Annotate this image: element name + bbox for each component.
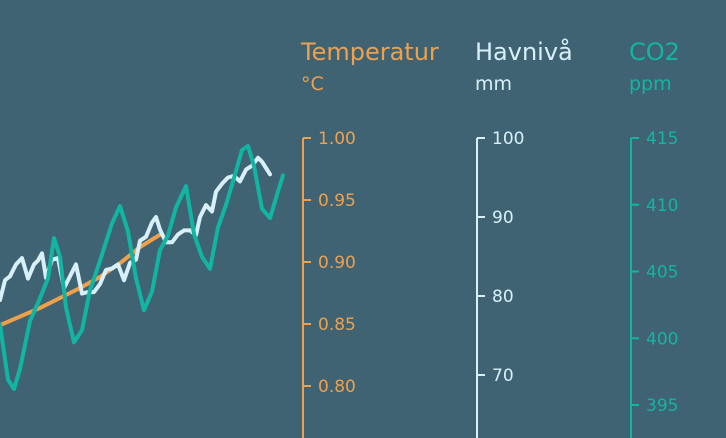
sea-axis: Havnivå mm 100 90 80 70 — [475, 37, 573, 438]
co2-series-line — [0, 144, 285, 391]
axes-group: Temperatur °C 1.00 0.95 0.90 0.85 0.80 Havnivå m… — [300, 37, 680, 438]
temp-axis-unit: °C — [301, 73, 324, 95]
sea-series-line — [0, 155, 272, 302]
temp-tick-label: 0.80 — [318, 377, 356, 397]
co2-tick-label: 410 — [646, 196, 678, 216]
sea-tick-label: 100 — [492, 129, 524, 149]
sea-tick-label: 70 — [492, 366, 514, 386]
co2-tick-label: 405 — [646, 263, 678, 283]
sea-axis-unit: mm — [475, 73, 512, 95]
co2-tick-label: 415 — [646, 129, 678, 149]
temp-tick-label: 0.95 — [318, 191, 356, 211]
co2-axis: CO2 ppm 415 410 405 400 395 — [629, 38, 680, 438]
co2-tick-label: 395 — [646, 396, 678, 416]
plot-area — [0, 144, 285, 391]
temp-axis-title: Temperatur — [300, 38, 439, 66]
sea-axis-title: Havnivå — [475, 37, 573, 66]
temp-tick-label: 0.85 — [318, 315, 356, 335]
temp-tick-label: 0.90 — [318, 253, 356, 273]
co2-tick-label: 400 — [646, 329, 678, 349]
sea-tick-label: 80 — [492, 287, 514, 307]
co2-axis-unit: ppm — [629, 73, 672, 95]
co2-axis-title: CO2 — [629, 38, 680, 66]
temp-axis: Temperatur °C 1.00 0.95 0.90 0.85 0.80 — [300, 38, 439, 438]
sea-tick-label: 90 — [492, 208, 514, 228]
temp-tick-label: 1.00 — [318, 129, 356, 149]
